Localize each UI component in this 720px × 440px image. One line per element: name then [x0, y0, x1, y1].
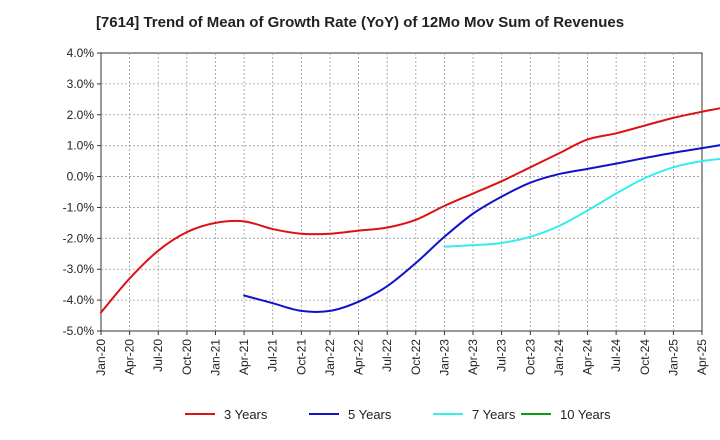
legend-label-7-years: 7 Years: [472, 407, 516, 422]
legend-label-3-years: 3 Years: [224, 407, 268, 422]
plot-area: [100, 52, 703, 332]
x-tick-label: Jul-20: [151, 339, 165, 372]
y-tick-label: -3.0%: [63, 262, 95, 276]
x-tick-label: Apr-21: [237, 339, 251, 375]
legend: 3 Years 5 Years 7 Years 10 Years: [185, 407, 611, 422]
x-tick-label: Apr-22: [352, 339, 366, 375]
x-tick-label: Jan-24: [552, 339, 566, 376]
x-tick-label: Apr-23: [466, 339, 480, 375]
y-tick-label: 1.0%: [67, 139, 95, 153]
x-tick-label: Jul-24: [609, 339, 623, 372]
y-tick-label: 0.0%: [67, 170, 95, 184]
x-axis-ticks: Jan-20 Apr-20 Jul-20 Oct-20 Jan-21 Apr-21 Jul-…: [94, 331, 709, 376]
x-tick-label: Jul-23: [495, 339, 509, 372]
x-tick-label: Apr-20: [123, 339, 137, 375]
x-tick-label: Oct-21: [294, 339, 308, 375]
x-tick-label: Oct-22: [409, 339, 423, 375]
y-tick-label: 4.0%: [67, 46, 95, 60]
grid-lines: [101, 53, 702, 331]
x-tick-label: Oct-20: [180, 339, 194, 375]
y-tick-label: -5.0%: [63, 324, 95, 338]
x-tick-label: Jul-22: [380, 339, 394, 372]
x-tick-label: Oct-24: [638, 339, 652, 375]
y-tick-label: -2.0%: [63, 231, 95, 245]
y-axis-ticks: -5.0% -4.0% -3.0% -2.0% -1.0% 0.0% 1.0% 2.0% 3.0…: [63, 46, 101, 338]
x-tick-label: Jan-21: [208, 339, 222, 376]
x-tick-label: Jan-22: [323, 339, 337, 376]
y-tick-label: 3.0%: [67, 77, 95, 91]
legend-label-10-years: 10 Years: [560, 407, 611, 422]
x-tick-label: Jan-25: [666, 339, 680, 376]
x-tick-label: Jan-20: [94, 339, 108, 376]
y-tick-label: -1.0%: [63, 200, 95, 214]
y-tick-label: 2.0%: [67, 108, 95, 122]
x-tick-label: Apr-24: [581, 339, 595, 375]
x-tick-label: Oct-23: [523, 339, 537, 375]
chart-title: [7614] Trend of Mean of Growth Rate (YoY…: [95, 14, 625, 31]
x-tick-label: Apr-25: [695, 339, 709, 375]
series-line-3-years: [100, 107, 720, 314]
x-tick-label: Jan-23: [437, 339, 451, 376]
series-lines: [100, 107, 720, 314]
y-tick-label: -4.0%: [63, 293, 95, 307]
x-tick-label: Jul-21: [266, 339, 280, 372]
series-line-5-years: [243, 144, 720, 313]
legend-label-5-years: 5 Years: [348, 407, 392, 422]
series-line-7-years: [443, 158, 720, 248]
